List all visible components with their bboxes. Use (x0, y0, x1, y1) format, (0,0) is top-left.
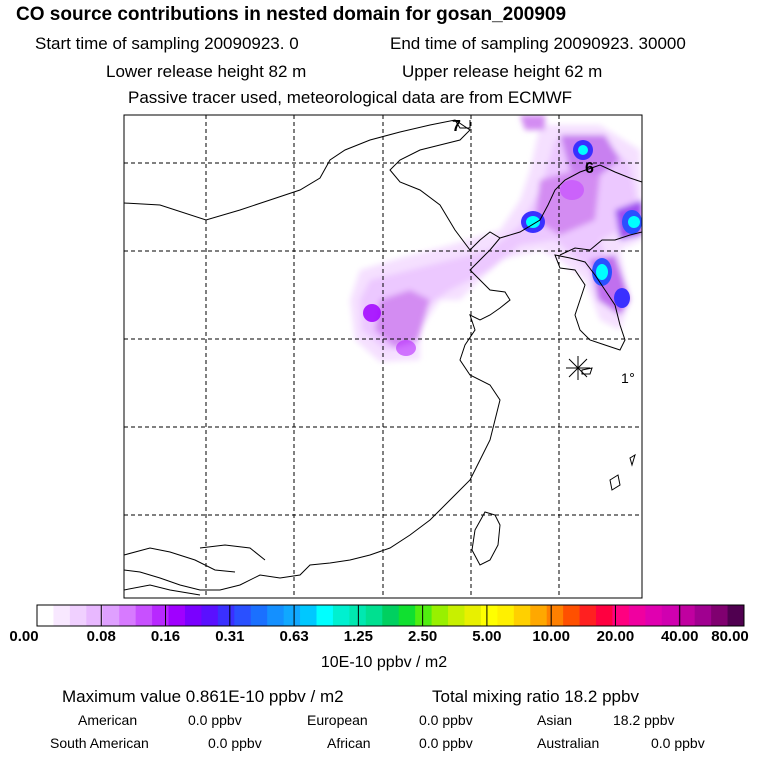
colorbar-swatch (37, 605, 54, 626)
colorbar-swatch (448, 605, 465, 626)
colorbar-swatch (464, 605, 482, 626)
colorbar-tick-label: 40.00 (660, 628, 699, 645)
colorbar (36, 604, 745, 627)
south-american-label: South American (50, 735, 149, 751)
south-american-value: 0.0 ppbv (208, 735, 262, 751)
start-time-label: Start time of sampling 20090923. 0 (35, 34, 299, 53)
colorbar-swatch (694, 605, 712, 626)
colorbar-swatch (431, 605, 449, 626)
colorbar-swatch (579, 605, 597, 626)
colorbar-swatch (530, 605, 548, 626)
colorbar-swatch (711, 605, 729, 626)
map-frame (123, 114, 643, 599)
colorbar-swatch (217, 605, 235, 626)
colorbar-tick-label: 10.00 (532, 628, 570, 645)
upper-release-height: Upper release height 62 m (402, 62, 603, 81)
colorbar-swatch (69, 605, 87, 626)
colorbar-swatch (645, 605, 663, 626)
marker-7: 7 (452, 118, 461, 135)
colorbar-tick-label: 20.00 (596, 628, 635, 645)
colorbar-swatch (86, 605, 104, 626)
lat-lon-grid (124, 115, 642, 598)
tracer-note: Passive tracer used, meteorological data… (128, 88, 573, 107)
colorbar-swatch (398, 605, 416, 626)
colorbar-swatch (152, 605, 170, 626)
colorbar-swatch (184, 605, 202, 626)
colorbar-tick-label: 0.08 (86, 628, 116, 645)
colorbar-swatch (596, 605, 613, 626)
african-value: 0.0 ppbv (419, 735, 473, 751)
american-value: 0.0 ppbv (188, 712, 242, 728)
european-value: 0.0 ppbv (419, 712, 473, 728)
colorbar-tick-label: 2.50 (408, 628, 438, 645)
end-time-label: End time of sampling 20090923. 30000 (390, 34, 686, 53)
colorbar-swatch (332, 605, 350, 626)
colorbar-swatch (283, 605, 301, 626)
colorbar-tick-label: 0.31 (215, 628, 245, 645)
colorbar-swatch (546, 605, 564, 626)
colorbar-swatch (300, 605, 318, 626)
european-label: European (307, 712, 368, 728)
marker-6: 6 (585, 160, 594, 177)
plot-title: CO source contributions in nested domain… (16, 4, 567, 25)
colorbar-swatch (563, 605, 581, 626)
colorbar-swatch (250, 605, 268, 626)
colorbar-frame (36, 604, 745, 627)
colorbar-tick-label: 1.25 (343, 628, 373, 645)
colorbar-swatch (727, 605, 745, 626)
colorbar-swatch (513, 605, 531, 626)
colorbar-tick-label: 5.00 (472, 628, 502, 645)
colorbar-swatch (678, 605, 696, 626)
colorbar-swatch (612, 605, 630, 626)
coastlines (124, 119, 642, 596)
colorbar-swatch (135, 605, 153, 626)
colorbar-unit: 10E-10 ppbv / m2 (320, 654, 448, 671)
colorbar-tick-label: 0.16 (150, 628, 181, 645)
colorbar-swatch (661, 605, 679, 626)
colorbar-swatch (102, 605, 120, 626)
lower-release-height: Lower release height 82 m (106, 62, 307, 81)
colorbar-tick-label: 0.63 (279, 628, 309, 645)
african-label: African (327, 735, 371, 751)
colorbar-swatch (316, 605, 334, 626)
colorbar-tick-label: 80.00 (711, 628, 749, 645)
asian-label: Asian (537, 712, 573, 728)
colorbar-swatch (168, 605, 186, 626)
american-label: American (78, 712, 138, 728)
colorbar-swatch (365, 605, 383, 626)
total-mixing-ratio: Total mixing ratio 18.2 ppbv (432, 687, 639, 706)
colorbar-tick-label: 0.00 (9, 628, 39, 645)
colorbar-swatch (415, 605, 433, 626)
maximum-value: Maximum value 0.861E-10 ppbv / m2 (62, 687, 344, 706)
australian-label: Australian (537, 735, 600, 751)
asian-value: 18.2 ppbv (613, 712, 675, 728)
colorbar-swatch (497, 605, 515, 626)
australian-value: 0.0 ppbv (651, 735, 705, 751)
colorbar-swatch (480, 605, 498, 626)
marker-1-dot (630, 373, 634, 377)
colorbar-swatch (267, 605, 285, 626)
footprint-plume (350, 115, 642, 362)
colorbar-swatch (628, 605, 646, 626)
marker-1: 1 (621, 370, 629, 386)
colorbar-swatch (53, 605, 71, 626)
colorbar-swatch (382, 605, 400, 626)
gosan-star-icon (566, 356, 590, 380)
colorbar-swatch (201, 605, 219, 626)
colorbar-swatch (119, 605, 137, 626)
colorbar-swatch (234, 605, 252, 626)
